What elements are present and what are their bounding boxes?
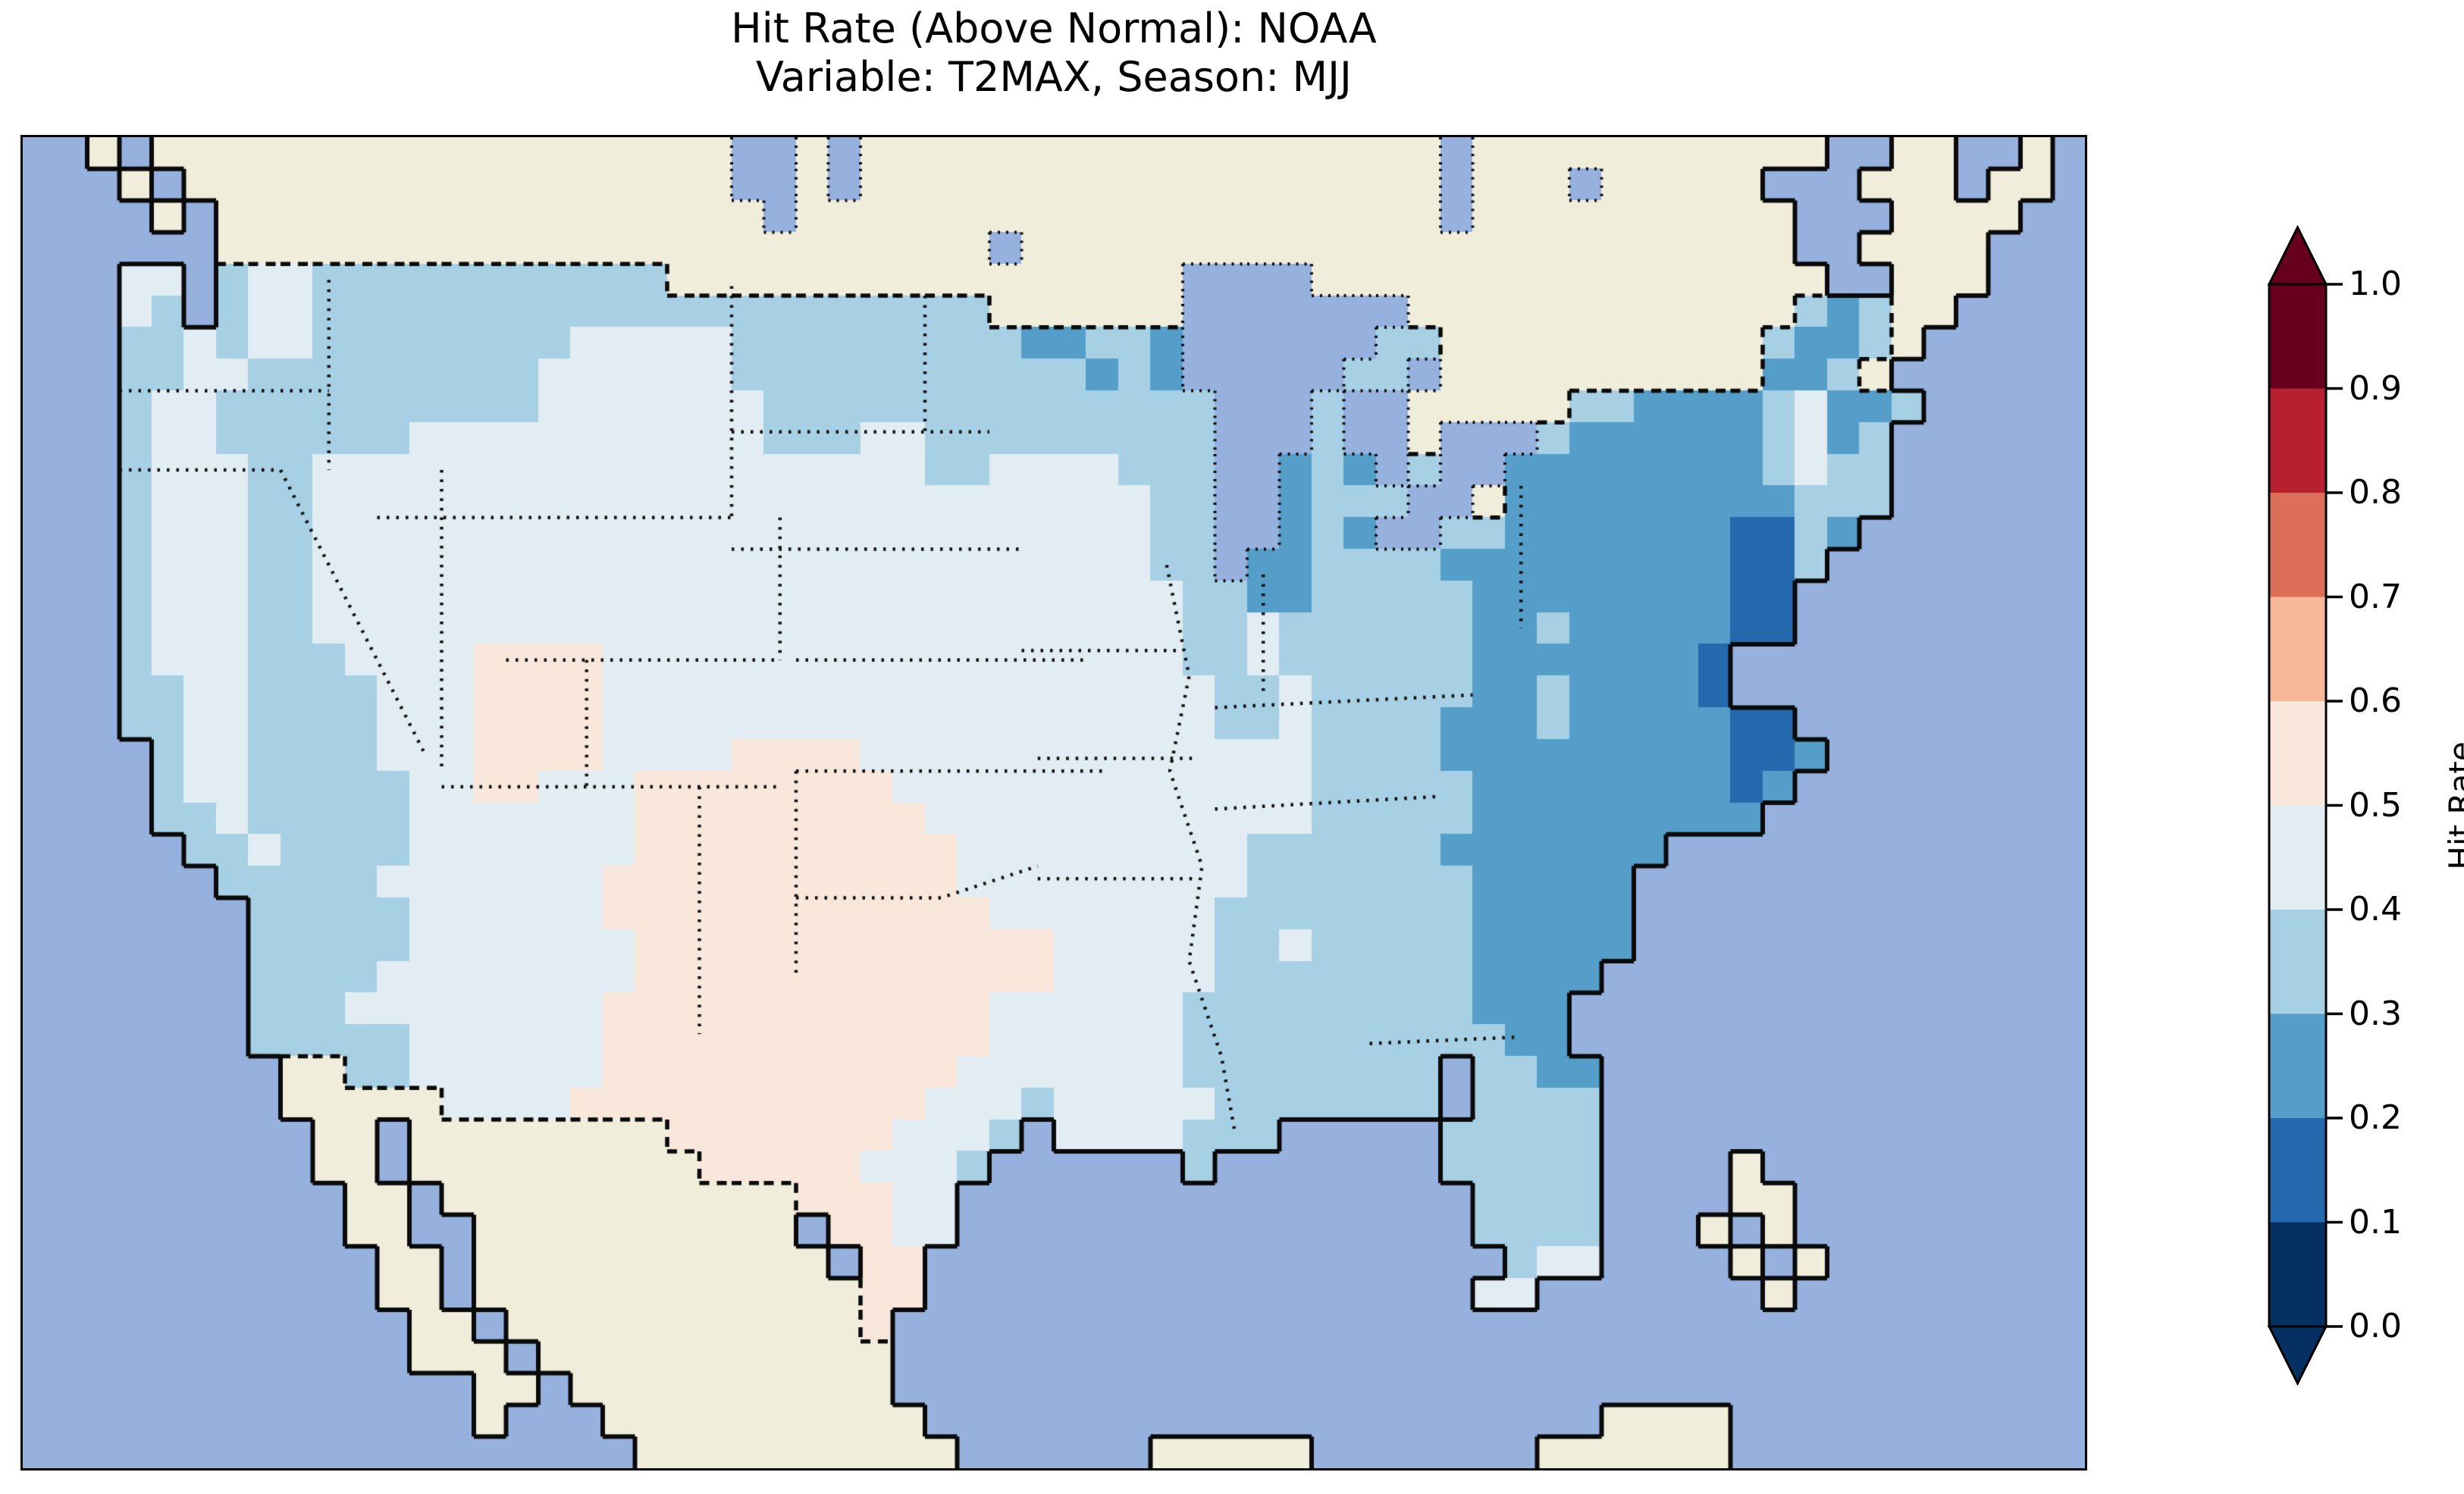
colorbar-segment bbox=[2269, 493, 2326, 598]
colorbar-over-arrow bbox=[2267, 224, 2328, 286]
colorbar-tick-label: 0.3 bbox=[2349, 994, 2402, 1033]
colorbar-tick-label: 0.4 bbox=[2349, 890, 2402, 929]
colorbar-tick-label: 1.0 bbox=[2349, 265, 2402, 303]
colorbar bbox=[2267, 224, 2343, 1386]
colorbar-tick-label: 0.9 bbox=[2349, 368, 2402, 408]
us-hit-rate-map bbox=[23, 137, 2085, 1468]
colorbar-segment bbox=[2269, 284, 2326, 390]
colorbar-segment bbox=[2269, 701, 2326, 807]
map-panel bbox=[20, 135, 2087, 1471]
colorbar-tick-label: 0.7 bbox=[2349, 577, 2402, 616]
colorbar-tick-label: 0.0 bbox=[2349, 1307, 2402, 1345]
colorbar-tick-label: 0.6 bbox=[2349, 681, 2402, 720]
colorbar-under-arrow bbox=[2267, 1325, 2328, 1386]
colorbar-segment bbox=[2269, 1222, 2326, 1327]
colorbar-segment bbox=[2269, 597, 2326, 702]
colorbar-segment bbox=[2269, 1118, 2326, 1223]
colorbar-tick-label: 0.8 bbox=[2349, 473, 2402, 512]
colorbar-segment bbox=[2269, 1013, 2326, 1119]
colorbar-tick-label: 0.2 bbox=[2349, 1098, 2402, 1137]
chart-title-line1: Hit Rate (Above Normal): NOAA bbox=[731, 5, 1377, 52]
colorbar-tick-label: 0.5 bbox=[2349, 785, 2402, 825]
colorbar-tick-label: 0.1 bbox=[2349, 1202, 2402, 1242]
colorbar-segment bbox=[2269, 805, 2326, 910]
colorbar-label: Hit Rate bbox=[2441, 741, 2464, 870]
colorbar-segment bbox=[2269, 388, 2326, 493]
colorbar-segment bbox=[2269, 910, 2326, 1015]
chart-title-line2: Variable: T2MAX, Season: MJJ bbox=[756, 53, 1352, 101]
chart-title: Hit Rate (Above Normal): NOAA Variable: … bbox=[20, 5, 2087, 102]
